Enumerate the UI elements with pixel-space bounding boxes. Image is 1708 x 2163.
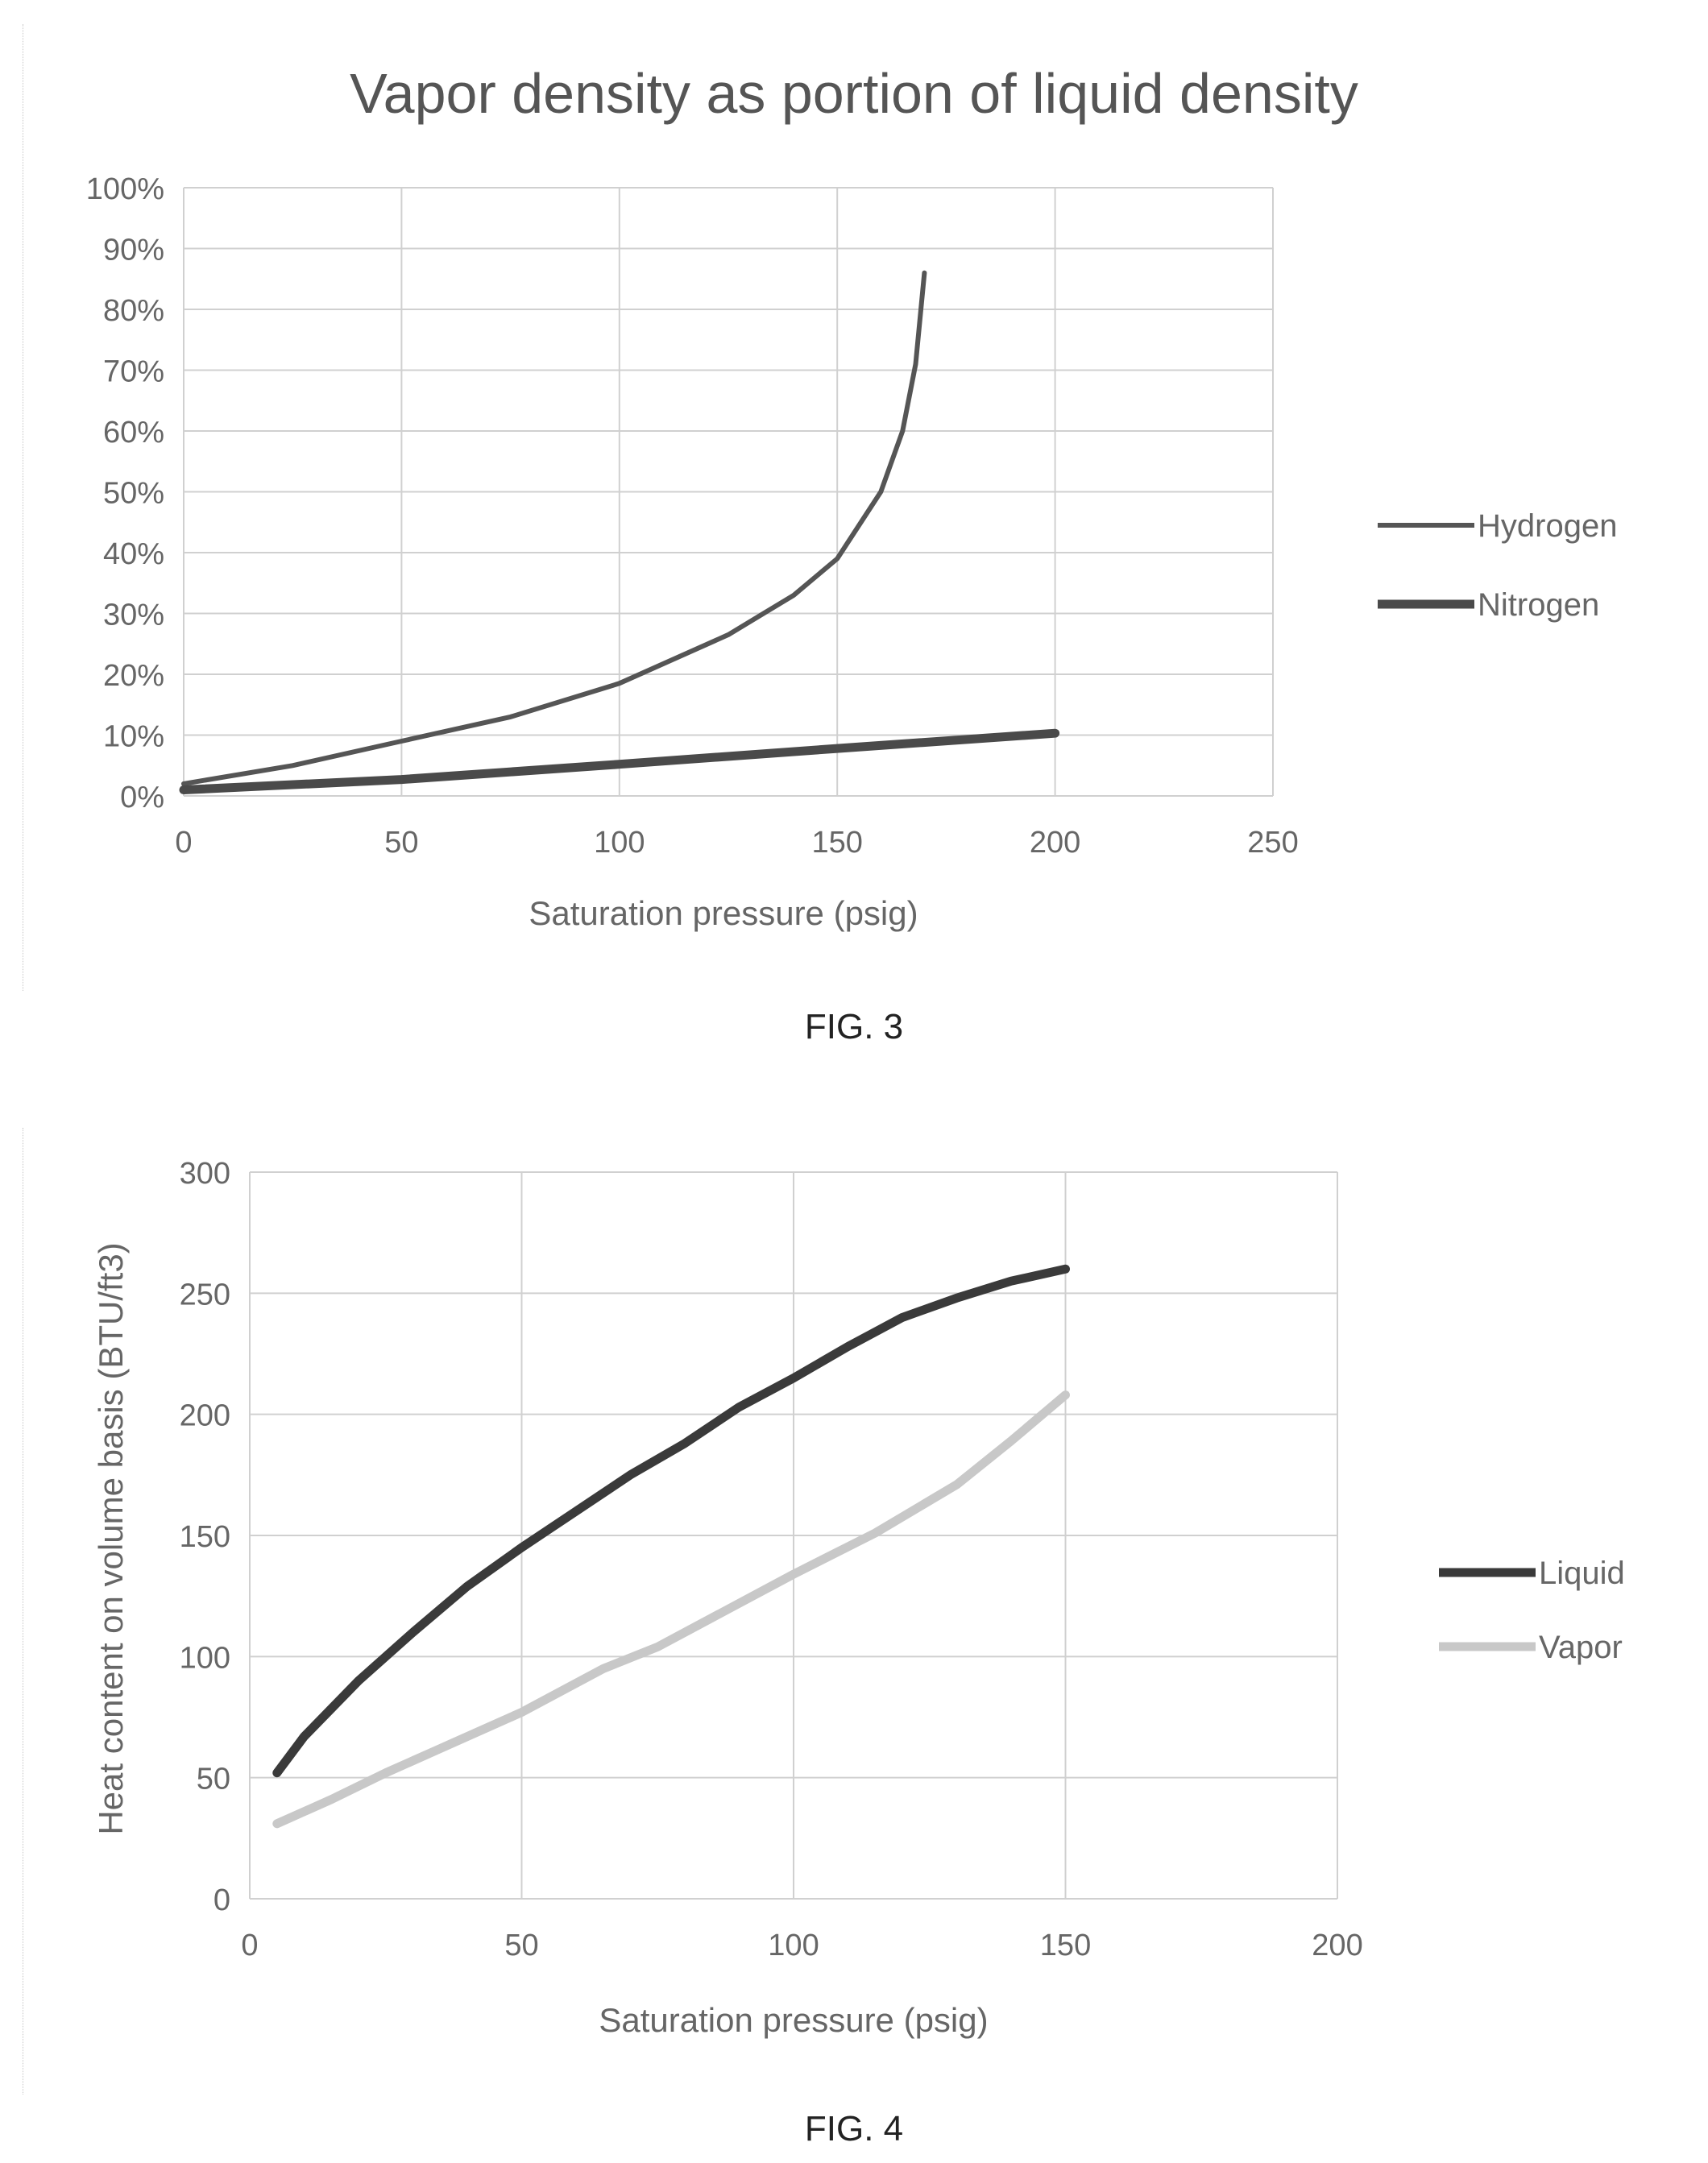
fig3-series-group: [179, 270, 1060, 794]
fig3-x-axis-ticks: 0 50 100 150 200 250: [175, 826, 1298, 860]
fig3-x-tick-label: 250: [1247, 826, 1298, 860]
fig3-chart: Vapor density as portion of liquid densi…: [86, 62, 1618, 932]
fig3-y-tick-label: 50%: [103, 477, 164, 511]
fig4-y-tick-label: 100: [180, 1641, 230, 1675]
fig4-x-axis-label: Saturation pressure (psig): [599, 2001, 988, 2039]
fig4-y-axis-ticks: 0 50 100 150 200 250 300: [180, 1157, 230, 1917]
fig4-legend: Liquid Vapor: [1439, 1556, 1625, 1665]
fig3-legend-label-hydrogen: Hydrogen: [1478, 508, 1617, 544]
fig3-chart-title: Vapor density as portion of liquid densi…: [350, 62, 1358, 125]
fig3-series-line-hydrogen: [181, 270, 927, 786]
fig4-series-line-liquid: [272, 1264, 1070, 1778]
fig3-x-tick-label: 100: [594, 826, 645, 860]
fig3-legend-label-nitrogen: Nitrogen: [1478, 587, 1599, 623]
fig3-x-tick-label: 50: [384, 826, 418, 860]
fig3-y-tick-label: 100%: [86, 172, 164, 206]
fig3-y-tick-label: 30%: [103, 599, 164, 632]
fig4-gridlines: [249, 1171, 1338, 1900]
fig4-y-tick-label: 50: [197, 1763, 230, 1796]
fig4-caption: FIG. 4: [804, 2109, 904, 2148]
fig3-series-line-nitrogen: [179, 728, 1060, 794]
fig4-x-tick-label: 100: [768, 1929, 819, 1962]
fig3-gridlines: [183, 187, 1274, 797]
fig3-y-tick-label: 10%: [103, 720, 164, 754]
fig3-y-tick-label: 70%: [103, 355, 164, 389]
fig3-legend: Hydrogen Nitrogen: [1378, 508, 1617, 623]
fig4-y-axis-label: Heat content on volume basis (BTU/ft3): [92, 1242, 130, 1834]
fig3-y-tick-label: 40%: [103, 537, 164, 571]
fig4-y-tick-label: 250: [180, 1278, 230, 1311]
fig3-y-tick-label: 60%: [103, 416, 164, 450]
fig4-legend-label-liquid: Liquid: [1539, 1556, 1625, 1591]
fig4-series-line-vapor: [272, 1390, 1070, 1829]
fig4-y-tick-label: 200: [180, 1399, 230, 1433]
fig4-series-group: [272, 1264, 1070, 1829]
fig3-x-tick-label: 150: [811, 826, 862, 860]
fig3-y-axis-ticks: 0% 10% 20% 30% 40% 50% 60% 70% 80% 90% 100%: [86, 172, 164, 814]
fig3-y-tick-label: 90%: [103, 234, 164, 267]
fig3-x-axis-label: Saturation pressure (psig): [529, 894, 918, 932]
fig4-x-tick-label: 150: [1040, 1929, 1091, 1962]
fig4-legend-label-vapor: Vapor: [1539, 1630, 1623, 1665]
fig3-x-tick-label: 0: [175, 826, 192, 860]
fig4-x-axis-ticks: 0 50 100 150 200: [241, 1929, 1362, 1962]
fig4-x-tick-label: 50: [504, 1929, 538, 1962]
fig4-y-tick-label: 300: [180, 1157, 230, 1191]
fig4-x-tick-label: 200: [1312, 1929, 1362, 1962]
fig3-y-tick-label: 20%: [103, 659, 164, 693]
fig3-x-tick-label: 200: [1030, 826, 1080, 860]
fig4-y-tick-label: 0: [214, 1883, 230, 1917]
fig3-y-tick-label: 0%: [120, 781, 164, 814]
fig3-caption: FIG. 3: [804, 1007, 904, 1046]
fig4-y-tick-label: 150: [180, 1520, 230, 1554]
fig3-y-tick-label: 80%: [103, 294, 164, 328]
fig4-x-tick-label: 0: [241, 1929, 258, 1962]
